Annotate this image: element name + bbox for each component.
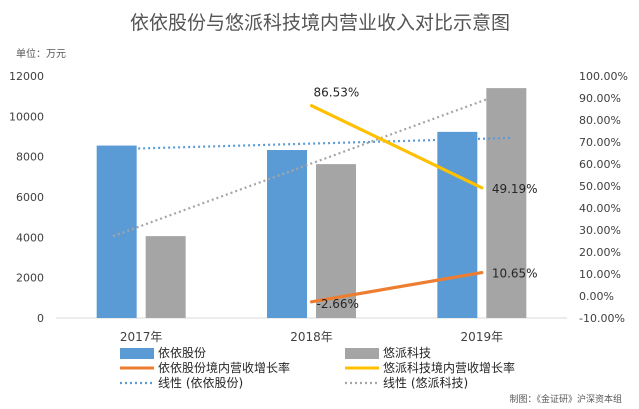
bar-youpai-0 [145, 236, 186, 318]
left-tick-label: 0 [37, 312, 44, 325]
trendline-yiyi [113, 136, 512, 151]
data-label-yiyi-1: -2.66% [317, 297, 359, 311]
trendline-youpai [112, 89, 513, 238]
legend-item-youpai-swatch [345, 348, 379, 359]
bar-yiyi-2 [437, 131, 478, 318]
left-tick-label: 4000 [16, 231, 44, 244]
left-tick-label: 10000 [9, 110, 44, 123]
unit-label: 单位：万元 [16, 47, 66, 60]
bar-youpai-1 [316, 164, 356, 318]
category-labels: 2017年 2018年 2019年 [120, 330, 503, 344]
right-tick-label: 100.00% [579, 70, 628, 83]
chart-title: 依依股份与悠派科技境内营业收入对比示意图 [130, 12, 510, 34]
legend-item-yiyi-trend-label: 线性 (依依股份) [158, 375, 243, 390]
left-tick-label: 6000 [16, 191, 44, 204]
right-tick-label: 70.00% [579, 136, 621, 149]
legend-item-yiyi-label: 依依股份 [158, 345, 206, 360]
source-note: 制图：《金证研》沪深资本组 [509, 393, 622, 405]
right-tick-label: 20.00% [579, 246, 621, 259]
trendline-group [112, 89, 513, 238]
data-label-group: -2.66% 10.65% 86.53% 49.19% [314, 86, 538, 311]
right-axis-ticks: -10.00% 0.00% 10.00% 20.00% 30.00% 40.00% 50.0… [579, 70, 628, 325]
right-tick-label: 30.00% [579, 224, 621, 237]
category-label: 2017年 [120, 330, 163, 344]
right-tick-label: 60.00% [579, 158, 621, 171]
data-label-yiyi-2: 10.65% [492, 267, 538, 281]
right-tick-label: -10.00% [579, 312, 625, 325]
legend-item-youpai-growth-label: 悠派科技境内营收增长率 [383, 360, 515, 375]
left-tick-label: 2000 [16, 272, 44, 285]
right-tick-label: 50.00% [579, 180, 621, 193]
growth-line-yiyi [309, 270, 484, 304]
legend-item-yiyi-swatch [120, 348, 154, 359]
right-tick-label: 40.00% [579, 202, 621, 215]
legend-item-youpai-label: 悠派科技 [383, 345, 431, 360]
growth-line-group [309, 104, 484, 304]
right-tick-label: 90.00% [579, 92, 621, 105]
data-label-youpai-1: 86.53% [314, 86, 360, 100]
bar-yiyi-0 [96, 145, 137, 318]
left-tick-label: 12000 [9, 70, 44, 83]
legend-item-yiyi-growth-label: 依依股份境内营收增长率 [158, 360, 290, 375]
bar-youpai-2 [486, 88, 527, 318]
left-tick-label: 8000 [16, 151, 44, 164]
category-label: 2019年 [461, 330, 504, 344]
growth-line-youpai [309, 104, 484, 190]
right-tick-label: 80.00% [579, 114, 621, 127]
legend-item-youpai-trend-label: 线性 (悠派科技) [383, 375, 468, 390]
right-tick-label: 0.00% [579, 290, 614, 303]
bar-group [96, 88, 527, 318]
left-axis-ticks: 0 2000 4000 6000 8000 10000 12000 [9, 70, 44, 325]
category-label: 2018年 [290, 330, 333, 344]
bar-yiyi-1 [267, 150, 307, 318]
right-tick-label: 10.00% [579, 268, 621, 281]
data-label-youpai-2: 49.19% [492, 182, 538, 196]
